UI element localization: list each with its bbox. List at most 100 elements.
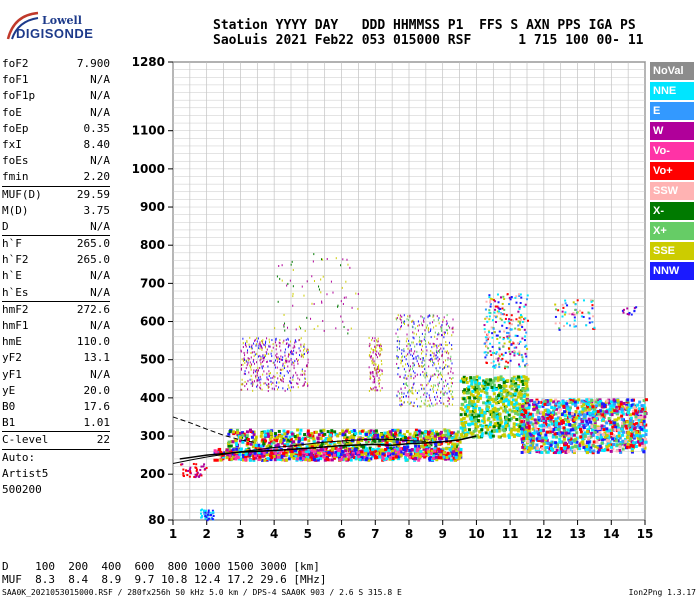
echo-pixel bbox=[279, 372, 281, 375]
echo-pixel bbox=[501, 307, 504, 310]
echo-pixel bbox=[595, 416, 599, 420]
echo-pixel bbox=[248, 359, 250, 362]
echo-pixel bbox=[332, 441, 336, 445]
echo-pixel bbox=[495, 429, 499, 433]
echo-pixel bbox=[356, 451, 360, 455]
echo-pixel bbox=[640, 427, 644, 431]
echo-pixel bbox=[376, 350, 378, 353]
echo-pixel bbox=[268, 370, 270, 373]
echo-pixel bbox=[587, 436, 591, 440]
echo-pixel bbox=[300, 327, 302, 330]
echo-pixel bbox=[412, 440, 416, 444]
echo-pixel bbox=[207, 511, 210, 514]
echo-pixel bbox=[549, 430, 553, 434]
echo-pixel bbox=[523, 393, 527, 397]
echo-pixel bbox=[292, 386, 294, 389]
echo-pixel bbox=[260, 345, 262, 348]
echo-pixel bbox=[241, 388, 243, 391]
echo-pixel bbox=[512, 379, 516, 383]
echo-pixel bbox=[605, 427, 609, 431]
echo-pixel bbox=[407, 401, 409, 404]
echo-pixel bbox=[485, 407, 489, 411]
echo-pixel bbox=[563, 417, 567, 421]
echo-pixel bbox=[434, 331, 436, 334]
echo-pixel bbox=[375, 354, 377, 357]
echo-pixel bbox=[302, 453, 306, 457]
echo-pixel bbox=[276, 457, 280, 461]
echo-pixel bbox=[618, 448, 622, 452]
echo-pixel bbox=[487, 347, 490, 350]
echo-pixel bbox=[486, 386, 490, 390]
echo-pixel bbox=[430, 437, 434, 441]
echo-pixel bbox=[392, 453, 396, 457]
echo-pixel bbox=[293, 367, 295, 370]
echo-pixel bbox=[414, 371, 416, 374]
echo-pixel bbox=[259, 386, 261, 389]
echo-pixel bbox=[347, 455, 351, 459]
echo-pixel bbox=[265, 351, 267, 354]
echo-pixel bbox=[279, 338, 281, 341]
echo-pixel bbox=[407, 374, 409, 377]
echo-pixel bbox=[257, 366, 259, 369]
echo-pixel bbox=[447, 457, 451, 461]
echo-pixel bbox=[336, 447, 340, 451]
echo-pixel bbox=[289, 389, 291, 392]
echo-pixel bbox=[368, 345, 370, 348]
echo-pixel bbox=[621, 405, 625, 409]
echo-pixel bbox=[635, 434, 639, 438]
echo-pixel bbox=[446, 384, 448, 387]
echo-pixel bbox=[644, 429, 648, 433]
echo-pixel bbox=[281, 358, 283, 361]
echo-pixel bbox=[399, 399, 401, 402]
echo-pixel bbox=[441, 355, 443, 358]
echo-pixel bbox=[369, 375, 371, 378]
echo-pixel bbox=[360, 450, 364, 454]
echo-pixel bbox=[521, 404, 525, 408]
echo-pixel bbox=[615, 439, 619, 443]
echo-pixel bbox=[375, 456, 379, 460]
echo-pixel bbox=[434, 452, 438, 456]
echo-pixel bbox=[418, 324, 420, 327]
echo-pixel bbox=[510, 409, 514, 413]
echo-pixel bbox=[506, 410, 510, 414]
echo-pixel bbox=[423, 402, 425, 405]
echo-pixel bbox=[246, 454, 250, 458]
echo-pixel bbox=[425, 446, 429, 450]
echo-pixel bbox=[492, 399, 496, 403]
echo-pixel bbox=[592, 410, 596, 414]
echo-pixel bbox=[291, 361, 293, 364]
echo-pixel bbox=[588, 405, 592, 409]
echo-pixel bbox=[523, 305, 526, 308]
echo-pixel bbox=[558, 406, 562, 410]
echo-pixel bbox=[268, 372, 270, 375]
echo-pixel bbox=[446, 442, 450, 446]
echo-pixel bbox=[289, 380, 291, 383]
echo-pixel bbox=[274, 434, 278, 438]
echo-pixel bbox=[554, 423, 558, 427]
echo-pixel bbox=[446, 314, 448, 317]
echo-pixel bbox=[339, 453, 343, 457]
echo-pixel bbox=[283, 339, 285, 342]
echo-pixel bbox=[473, 388, 477, 392]
echo-pixel bbox=[266, 378, 268, 381]
param-value: N/A bbox=[90, 89, 110, 103]
echo-pixel bbox=[466, 396, 470, 400]
echo-pixel bbox=[287, 457, 291, 461]
echo-pixel bbox=[396, 349, 398, 352]
echo-pixel bbox=[304, 452, 308, 456]
echo-pixel bbox=[592, 449, 596, 453]
echo-pixel bbox=[505, 389, 509, 393]
echo-pixel bbox=[440, 325, 442, 328]
echo-pixel bbox=[499, 378, 503, 382]
echo-pixel bbox=[458, 440, 462, 444]
echo-pixel bbox=[414, 453, 418, 457]
echo-pixel bbox=[282, 377, 284, 380]
echo-pixel bbox=[427, 316, 429, 319]
echo-pixel bbox=[364, 448, 368, 452]
echo-pixel bbox=[581, 420, 585, 424]
echo-pixel bbox=[521, 382, 525, 386]
echo-pixel bbox=[402, 365, 404, 368]
echo-pixel bbox=[452, 390, 454, 393]
echo-pixel bbox=[474, 415, 478, 419]
echo-pixel bbox=[508, 340, 511, 343]
